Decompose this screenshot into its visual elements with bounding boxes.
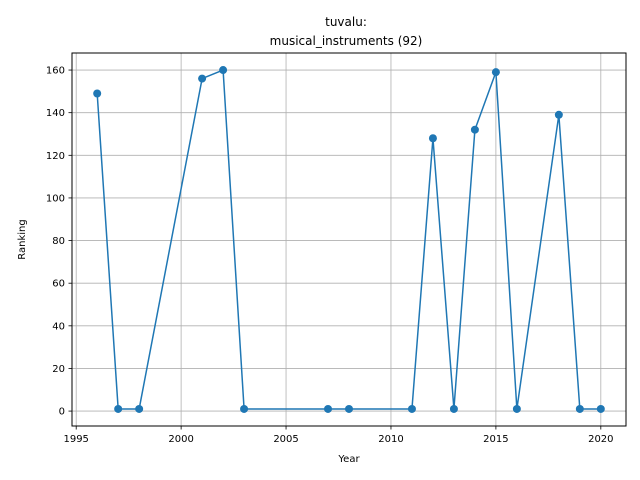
y-tick-label: 80 <box>52 236 65 247</box>
x-axis-label: Year <box>337 454 360 465</box>
y-tick-label: 40 <box>52 321 65 332</box>
data-point <box>596 404 605 413</box>
chart-title-line-1: tuvalu: <box>325 15 367 29</box>
x-tick-label: 1995 <box>63 434 88 445</box>
data-point <box>198 74 207 83</box>
y-tick-label: 20 <box>52 364 65 375</box>
x-tick-label: 2010 <box>378 434 403 445</box>
data-point <box>219 66 228 75</box>
data-point <box>491 68 500 77</box>
y-axis-label: Ranking <box>17 219 28 259</box>
y-tick-label: 140 <box>46 108 65 119</box>
y-tick-label: 120 <box>46 151 65 162</box>
data-point <box>114 404 123 413</box>
data-point <box>428 134 437 143</box>
plot-series <box>93 66 605 413</box>
x-tick-label: 2020 <box>588 434 613 445</box>
axis-ticks: 1995 2000 2005 2010 2015 2020 0 20 40 60 80 100 120 1… <box>46 66 614 445</box>
data-point <box>512 404 521 413</box>
chart-title-line-2: musical_instruments (92) <box>270 34 423 48</box>
x-tick-label: 2005 <box>273 434 298 445</box>
y-tick-label: 160 <box>46 66 65 77</box>
data-point <box>240 404 249 413</box>
plot-area-frame <box>71 52 627 427</box>
data-point <box>324 404 333 413</box>
x-tick-label: 2000 <box>168 434 193 445</box>
data-point <box>345 404 353 413</box>
data-point <box>470 125 479 134</box>
data-point <box>135 404 144 413</box>
data-point <box>93 89 102 98</box>
y-tick-label: 0 <box>59 407 65 418</box>
y-tick-label: 60 <box>52 279 65 290</box>
y-tick-label: 100 <box>46 193 65 204</box>
data-point <box>554 110 563 119</box>
x-tick-label: 2015 <box>483 434 508 445</box>
data-point <box>407 404 416 413</box>
grid <box>72 53 626 426</box>
data-point <box>449 404 458 413</box>
data-point <box>575 404 584 413</box>
